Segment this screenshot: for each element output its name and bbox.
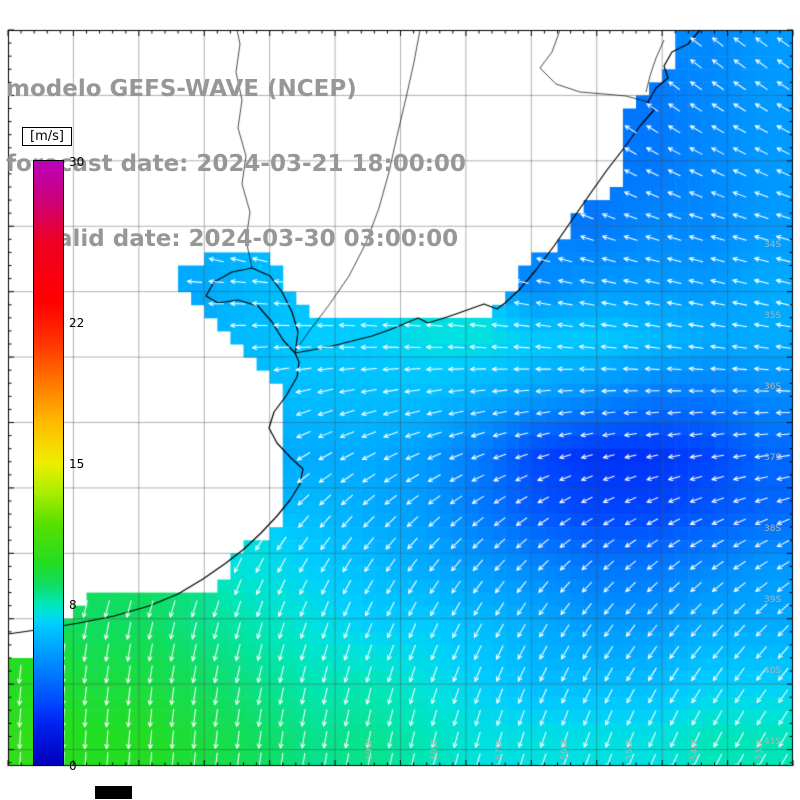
- longitude-label: 55W: [625, 739, 635, 760]
- latitude-label: 37S: [764, 453, 782, 463]
- latitude-label: 40S: [764, 666, 782, 676]
- longitude-label: 54W: [690, 739, 700, 760]
- colorbar-tick-label: 0: [69, 759, 77, 773]
- longitude-label: 59W: [365, 739, 375, 760]
- colorbar-tick-label: 22: [69, 316, 85, 331]
- colorbar-gradient: [33, 160, 64, 766]
- latitude-label: 39S: [764, 595, 782, 605]
- latitude-label: 38S: [764, 524, 782, 534]
- colorbar-tick-label: 30: [69, 155, 85, 169]
- model-title: modelo GEFS-WAVE (NCEP): [6, 76, 357, 102]
- latitude-label: 41S: [764, 737, 782, 747]
- valid-date: valid date: 2024-03-30 03:00:00: [42, 226, 459, 252]
- longitude-label: 56W: [560, 739, 570, 760]
- latitude-label: 36S: [764, 382, 782, 392]
- colorbar-unit-label: [m/s]: [22, 127, 72, 146]
- latitude-label: 34S: [764, 240, 782, 250]
- colorbar-tick-label: 15: [69, 457, 85, 471]
- longitude-label: 57W: [495, 739, 505, 760]
- latitude-label: 35S: [764, 311, 782, 321]
- longitude-label: 58W: [430, 739, 440, 760]
- logo-mark: [95, 786, 132, 799]
- colorbar-tick-label: 8: [69, 597, 77, 612]
